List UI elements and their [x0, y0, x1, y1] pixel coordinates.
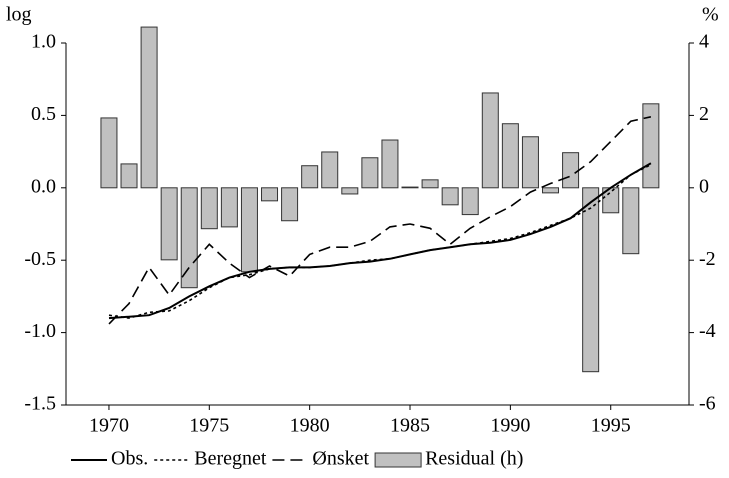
- bar: [140, 26, 158, 189]
- bar: [542, 187, 560, 194]
- y-axis-label: log: [6, 4, 32, 26]
- legend-swatch: [374, 452, 422, 468]
- y2-tick-label: 0: [699, 175, 709, 197]
- legend-label: Ønsket: [312, 448, 369, 470]
- bar: [321, 151, 339, 189]
- bar: [501, 123, 519, 189]
- bar: [381, 139, 399, 189]
- x-tick-label: 1995: [591, 415, 631, 437]
- bar: [341, 187, 359, 195]
- x-tick-label: 1970: [89, 415, 129, 437]
- bar: [441, 187, 459, 206]
- bar: [361, 157, 379, 189]
- bar: [421, 179, 439, 189]
- y2-axis-label: %: [702, 4, 719, 26]
- bar: [622, 187, 640, 255]
- x-tick-label: 1985: [390, 415, 430, 437]
- bar: [401, 186, 419, 189]
- bar: [120, 163, 138, 189]
- legend-label: Residual (h): [425, 448, 523, 470]
- y2-tick-label: -2: [699, 248, 716, 270]
- line: [108, 163, 652, 319]
- y-tick-label: -1.0: [24, 320, 56, 342]
- bar: [261, 187, 279, 202]
- y-tick-label: 0.0: [31, 175, 56, 197]
- y2-tick-label: 2: [699, 103, 709, 125]
- bar: [461, 187, 479, 216]
- bar: [562, 152, 580, 189]
- bar: [160, 187, 178, 261]
- line: [108, 116, 652, 325]
- y-tick-label: 1.0: [31, 31, 56, 53]
- bar: [220, 187, 238, 228]
- bar: [582, 187, 600, 373]
- x-tick-label: 1990: [490, 415, 530, 437]
- bar: [301, 165, 319, 189]
- y-tick-label: -0.5: [24, 248, 56, 270]
- y-tick-label: -1.5: [24, 393, 56, 415]
- legend-label: Beregnet: [194, 448, 267, 470]
- y2-tick-label: 4: [699, 31, 709, 53]
- bar: [281, 187, 299, 222]
- bar: [521, 136, 539, 189]
- y2-tick-label: -4: [699, 320, 716, 342]
- bar: [481, 92, 499, 189]
- legend-label: Obs.: [111, 448, 148, 470]
- y2-tick-label: -6: [699, 393, 716, 415]
- x-tick-label: 1980: [290, 415, 330, 437]
- bar: [200, 187, 218, 230]
- bar: [180, 187, 198, 289]
- x-tick-label: 1975: [189, 415, 229, 437]
- bar: [100, 117, 118, 189]
- bar: [240, 187, 258, 273]
- y-tick-label: 0.5: [31, 103, 56, 125]
- bar: [642, 103, 660, 189]
